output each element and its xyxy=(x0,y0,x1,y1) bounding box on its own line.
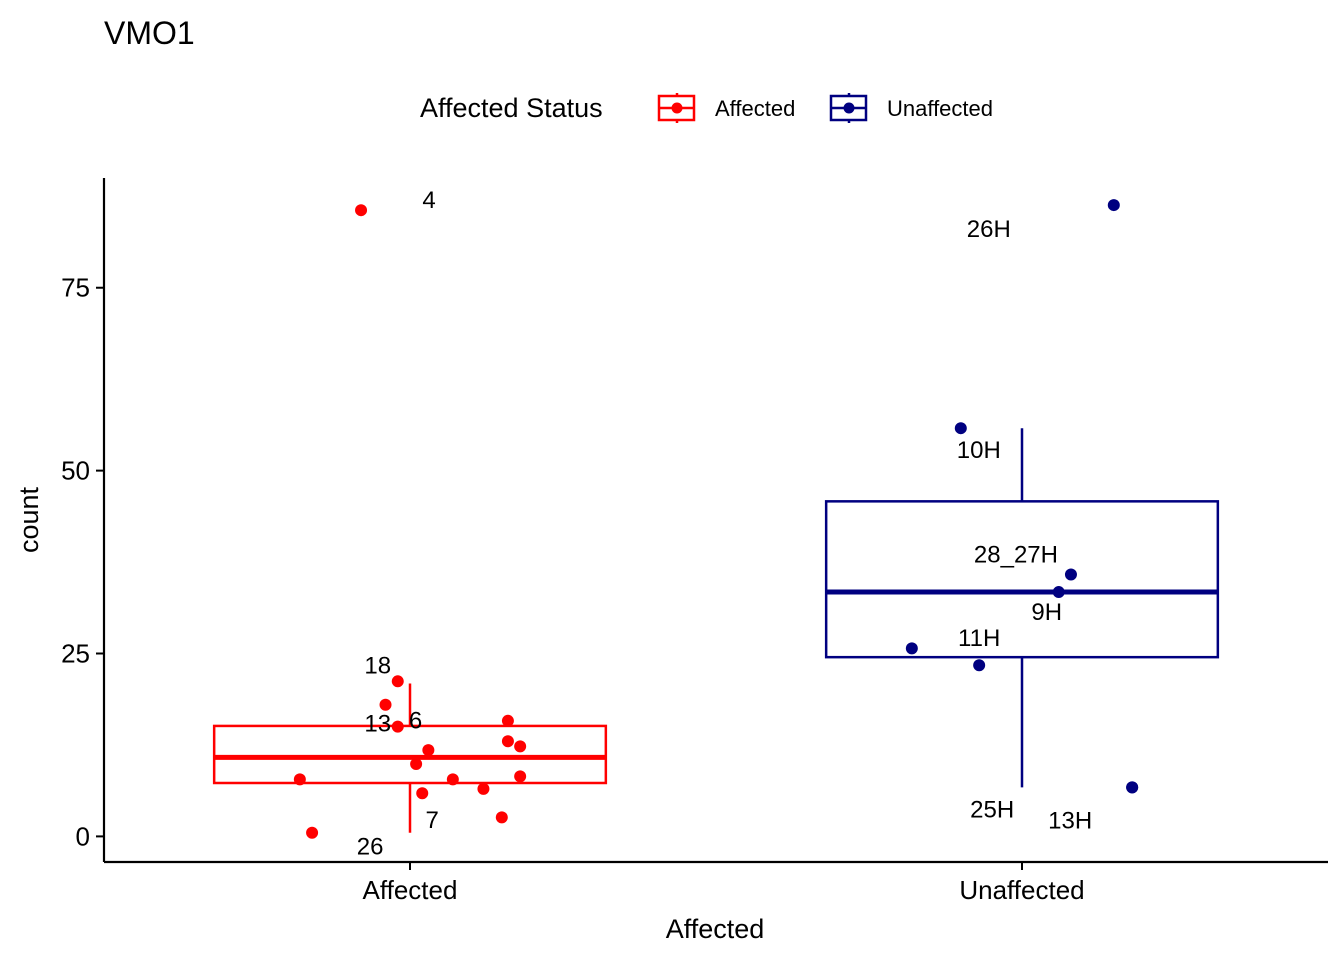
legend: Affected Status Affected Unaffected xyxy=(420,93,993,123)
data-point xyxy=(293,773,306,786)
data-point xyxy=(495,811,508,824)
point-label: 28_27H xyxy=(974,542,1058,569)
boxplot-unaffected xyxy=(824,199,1220,794)
data-point xyxy=(973,659,986,672)
data-point xyxy=(391,675,404,688)
legend-label-affected: Affected xyxy=(715,96,795,121)
y-axis-ticks: 0 25 50 75 xyxy=(61,273,104,851)
data-point xyxy=(514,770,527,783)
point-label: 10H xyxy=(957,437,1001,464)
data-point xyxy=(1126,781,1139,794)
data-point xyxy=(306,826,319,839)
point-label: 11H xyxy=(958,625,1000,652)
x-tick-label: Unaffected xyxy=(959,875,1084,905)
legend-key-unaffected xyxy=(829,93,868,123)
plot-area: 4 18 6 13 7 26 26H 10H 28_27H 9H 11H 13H 25H xyxy=(212,187,1220,861)
point-label: 26H xyxy=(967,216,1011,243)
point-label: 4 xyxy=(422,187,435,214)
point-label: 6 xyxy=(409,708,422,735)
data-point xyxy=(501,714,514,727)
y-tick-label: 50 xyxy=(61,456,90,486)
boxplot-affected xyxy=(212,204,608,839)
box xyxy=(212,724,608,785)
chart-title: VMO1 xyxy=(104,15,195,51)
y-tick-label: 0 xyxy=(76,821,90,851)
point-label: 26 xyxy=(357,834,384,861)
data-point xyxy=(514,740,527,753)
point-label: 25H xyxy=(970,796,1014,823)
data-point xyxy=(355,204,368,217)
data-point xyxy=(1052,586,1065,599)
legend-key-affected xyxy=(657,93,696,123)
legend-label-unaffected: Unaffected xyxy=(887,96,993,121)
point-label: 18 xyxy=(364,652,391,679)
legend-title: Affected Status xyxy=(420,93,603,123)
data-point xyxy=(379,698,392,711)
data-point xyxy=(905,642,918,655)
data-point xyxy=(954,422,967,435)
point-label: 7 xyxy=(426,807,439,834)
data-point xyxy=(410,757,423,770)
data-point xyxy=(446,773,459,786)
point-label: 13H xyxy=(1048,807,1092,834)
data-point xyxy=(1107,199,1120,212)
box xyxy=(824,500,1220,659)
data-point xyxy=(422,744,435,757)
data-point xyxy=(477,782,490,795)
data-point xyxy=(501,735,514,748)
data-point xyxy=(391,720,404,733)
y-axis-title: count xyxy=(14,486,44,553)
data-point xyxy=(416,787,429,800)
x-axis-ticks: Affected Unaffected xyxy=(363,862,1085,905)
y-tick-label: 75 xyxy=(61,273,90,303)
point-label: 9H xyxy=(1031,599,1062,626)
y-tick-label: 25 xyxy=(61,639,90,669)
point-label: 13 xyxy=(364,711,391,738)
data-point xyxy=(1064,568,1077,581)
x-axis-title: Affected xyxy=(666,914,765,944)
x-tick-label: Affected xyxy=(363,875,458,905)
